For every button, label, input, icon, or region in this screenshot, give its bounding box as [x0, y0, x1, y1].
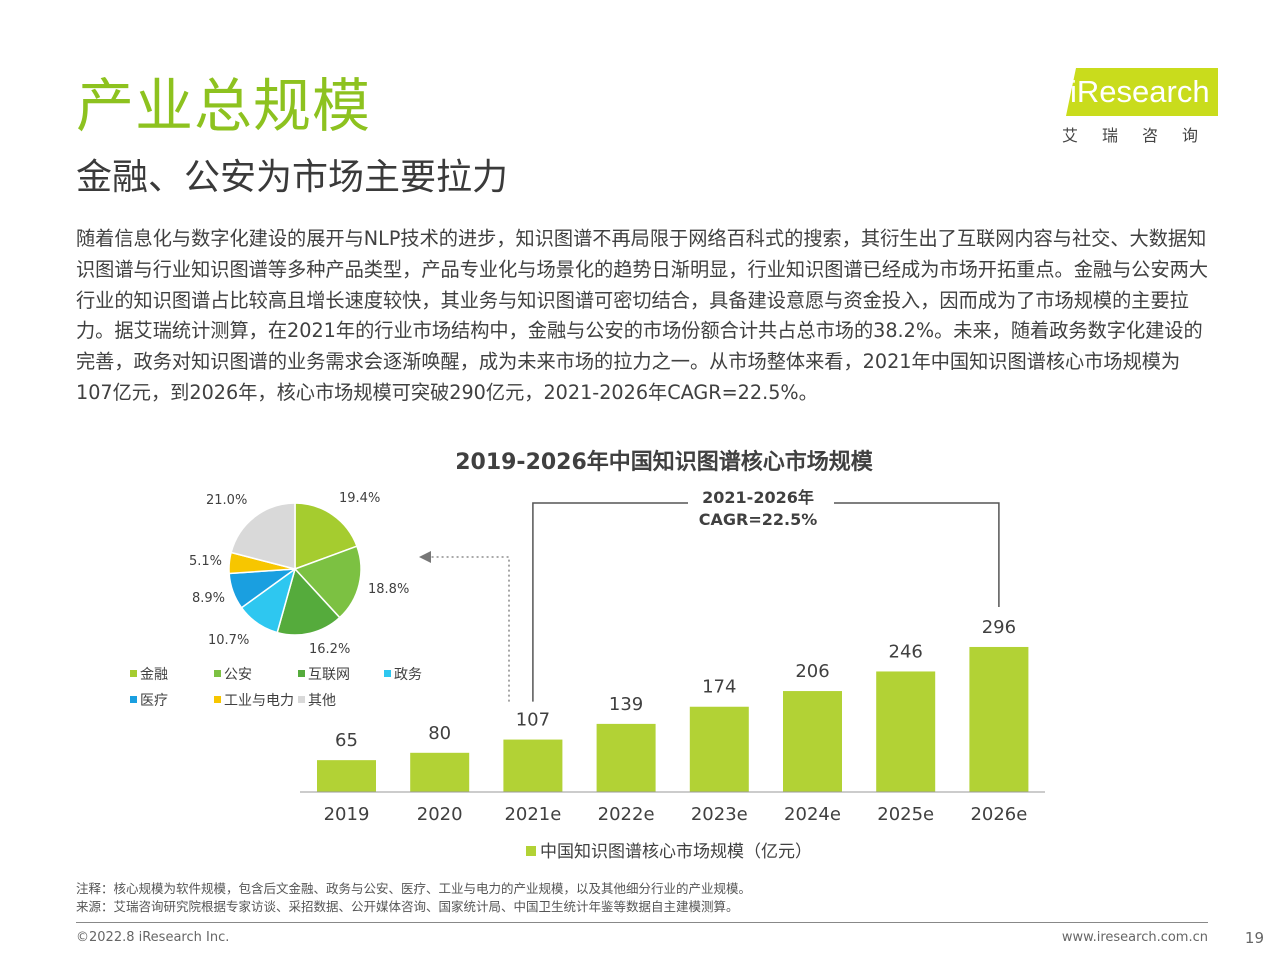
pie-legend-swatch — [298, 696, 305, 703]
x-tick-label: 2020 — [417, 804, 463, 825]
page-number: 19 — [1244, 929, 1264, 947]
cagr-label-line1: 2021-2026年 — [702, 488, 814, 507]
bar-value-label: 65 — [335, 730, 358, 751]
bar-2023e — [689, 706, 749, 792]
legend-swatch — [526, 846, 536, 856]
pie-legend-label: 互联网 — [308, 667, 350, 683]
x-tick-label: 2025e — [877, 804, 934, 825]
bar-value-label: 174 — [702, 677, 736, 698]
chart-title: 2019-2026年中国知识图谱核心市场规模 — [455, 450, 873, 475]
pie-slice-7 — [230, 502, 296, 570]
bar-value-label: 80 — [428, 723, 451, 744]
pie-legend-swatch — [214, 696, 221, 703]
pie-legend-label: 其他 — [308, 693, 336, 709]
x-tick-label: 2022e — [598, 804, 655, 825]
logo-subtext: 艾瑞咨询 — [1062, 126, 1223, 145]
pie-value-label: 8.9% — [192, 591, 225, 606]
pie-value-label: 5.1% — [189, 554, 222, 569]
bar-value-label: 296 — [982, 617, 1016, 638]
pie-legend-label: 工业与电力 — [224, 693, 294, 709]
note-text: 注释：核心规模为软件规模，包含后文金融、政务与公安、医疗、工业与电力的产业规模，… — [76, 881, 752, 896]
cagr-bracket-right — [834, 502, 1000, 607]
bar-value-label: 139 — [609, 694, 643, 715]
pie-slice-3 — [276, 567, 341, 636]
cagr-label-line2: CAGR=22.5% — [699, 510, 818, 529]
pie-value-label: 16.2% — [309, 642, 350, 657]
pie-legend-label: 医疗 — [140, 693, 168, 709]
footer-divider — [76, 922, 1208, 923]
source-text: 来源：艾瑞咨询研究院根据专家访谈、采招数据、公开媒体咨询、国家统计局、中国卫生统… — [76, 899, 739, 914]
pie-value-label: 21.0% — [206, 493, 247, 508]
x-tick-label: 2024e — [784, 804, 841, 825]
logo-badge: iResearch — [1066, 68, 1218, 116]
website-link[interactable]: www.iresearch.com.cn — [1061, 930, 1208, 945]
pie-link-dotted-line — [430, 556, 510, 702]
cagr-bracket-left — [532, 502, 688, 702]
body-paragraph: 随着信息化与数字化建设的展开与NLP技术的进步，知识图谱不再局限于网络百科式的搜… — [76, 227, 1209, 404]
pie-legend-label: 公安 — [224, 667, 252, 683]
bar-value-label: 206 — [795, 661, 829, 682]
pie-legend-swatch — [214, 670, 221, 677]
pie-value-label: 19.4% — [339, 491, 380, 506]
x-tick-label: 2023e — [691, 804, 748, 825]
x-tick-label: 2026e — [970, 804, 1027, 825]
bar-2020 — [410, 752, 470, 792]
pie-value-label: 18.8% — [368, 582, 409, 597]
notes: 注释：核心规模为软件规模，包含后文金融、政务与公安、医疗、工业与电力的产业规模，… — [76, 880, 751, 916]
bar-2025e — [876, 671, 936, 792]
pie-legend-label: 金融 — [140, 667, 168, 683]
pie-legend-swatch — [298, 670, 305, 677]
copyright: ©2022.8 iResearch Inc. — [76, 930, 230, 945]
bar-2019 — [317, 760, 376, 792]
x-tick-label: 2021e — [504, 804, 561, 825]
pie-legend-swatch — [384, 670, 391, 677]
bar-2026e — [969, 646, 1029, 792]
bar-value-label: 107 — [516, 710, 550, 731]
bar-2021e — [503, 739, 563, 792]
bar-2024e — [783, 691, 842, 792]
pie-legend-label: 政务 — [394, 667, 422, 683]
page-title: 产业总规模 — [76, 72, 372, 140]
pie-slice-1 — [294, 502, 358, 571]
iresearch-logo: iResearch 艾瑞咨询 — [1056, 68, 1218, 150]
logo-text: iResearch — [1070, 74, 1210, 109]
pie-slice-2 — [293, 545, 362, 619]
pie-value-label: 10.7% — [208, 633, 249, 648]
legend-label: 中国知识图谱核心市场规模（亿元） — [540, 842, 812, 862]
pie-legend-swatch — [130, 670, 137, 677]
pie-link-arrowhead — [419, 551, 431, 563]
bar-value-label: 246 — [889, 641, 923, 662]
x-tick-label: 2019 — [324, 804, 370, 825]
bar-2022e — [596, 723, 656, 792]
page-subtitle: 金融、公安为市场主要拉力 — [76, 157, 509, 198]
pie-legend-swatch — [130, 696, 137, 703]
